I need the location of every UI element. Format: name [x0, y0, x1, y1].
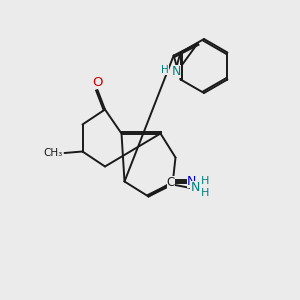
- Text: H: H: [201, 188, 209, 199]
- Text: C: C: [167, 176, 175, 189]
- Text: H: H: [161, 65, 169, 75]
- Text: N: N: [171, 64, 181, 77]
- Text: N: N: [190, 181, 200, 194]
- Text: CH₃: CH₃: [44, 148, 63, 158]
- Text: O: O: [92, 76, 103, 89]
- Text: H: H: [201, 176, 209, 187]
- Text: N: N: [187, 175, 196, 188]
